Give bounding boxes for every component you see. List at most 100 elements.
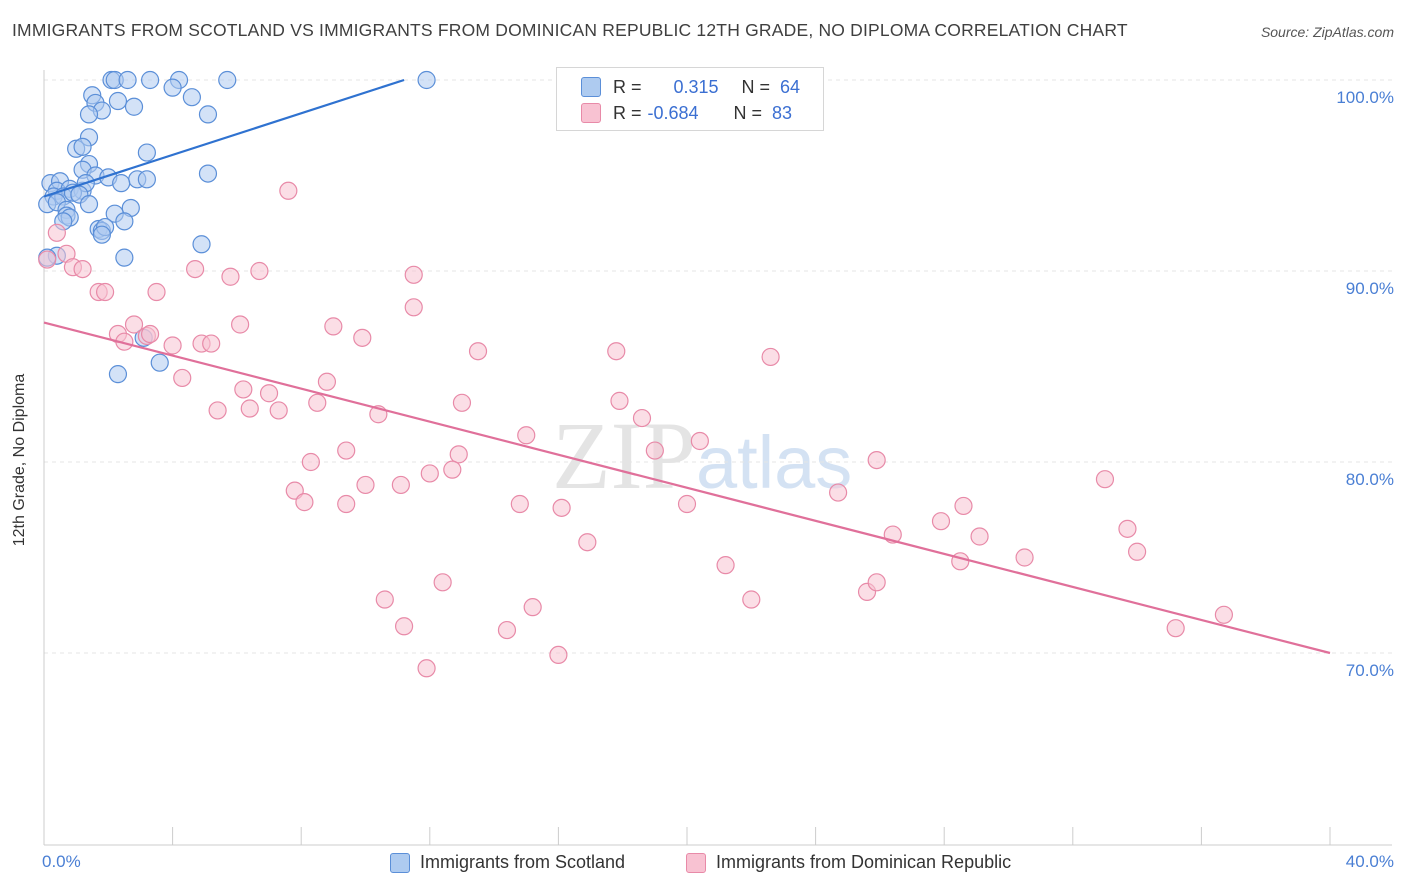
legend-item-dominican[interactable]: Immigrants from Dominican Republic (686, 852, 1011, 873)
scotland-point (417, 70, 436, 90)
dominican-point (375, 590, 394, 609)
dominican-point (645, 441, 664, 460)
dominican-point (404, 298, 423, 317)
dominican-point (607, 342, 626, 361)
watermark-zip: ZIP (552, 402, 696, 509)
y-tick-label-70: 70.0% (1345, 661, 1394, 680)
dominican-point (124, 315, 144, 334)
dominican-point (433, 573, 452, 592)
dominican-point (208, 401, 227, 420)
dominican-point (337, 494, 356, 514)
dominican-point (1166, 619, 1185, 638)
dominican-point (186, 259, 205, 279)
scotland-legend-swatch (390, 852, 410, 873)
dominican-point (829, 483, 848, 502)
dominican-point (468, 342, 488, 361)
scotland-point (192, 235, 211, 254)
scotland-point (118, 70, 137, 90)
dominican-point (353, 328, 372, 347)
scotland-point (150, 353, 169, 372)
scotland-point (137, 170, 156, 189)
scotland-point (163, 78, 182, 97)
scotland-point (198, 105, 218, 124)
dominican-point (404, 265, 423, 284)
scotland-point (112, 174, 131, 193)
y-tick-label-80: 80.0% (1345, 470, 1394, 489)
dominican-point (552, 498, 571, 517)
scotland-point (115, 248, 134, 267)
dominican-point (549, 645, 568, 665)
watermark: ZIPatlas (552, 400, 852, 511)
dominican-point (632, 408, 652, 428)
dominican-point (269, 401, 288, 420)
scotland-trend-line (43, 78, 405, 198)
y-axis-label: 12th Grade, No Diploma (11, 373, 28, 547)
scotland-point (198, 164, 218, 183)
scotland-point (124, 97, 144, 116)
dominican-point (356, 475, 375, 495)
dominican-point (690, 431, 709, 451)
dominican-point (73, 259, 92, 279)
scotland-legend-label: Immigrants from Scotland (420, 852, 626, 872)
dominican-point (147, 282, 166, 302)
legend-row-scotland: R = 0.315 N = 64 (581, 75, 800, 99)
legend-row-dominican: R = -0.684 N = 83 (581, 101, 792, 125)
dominican-point (259, 384, 279, 403)
x-tick-label-min: 0.0% (42, 852, 81, 871)
dominican-point (742, 590, 761, 609)
dominican-point (931, 512, 951, 531)
dominican-point (1127, 542, 1147, 561)
legend-item-scotland[interactable]: Immigrants from Scotland (390, 852, 625, 873)
dominican-legend-label: Immigrants from Dominican Republic (716, 852, 1012, 872)
dominican-r-label: R = (613, 102, 642, 123)
y-tick-label-100: 100.0% (1336, 88, 1394, 107)
dominican-point (301, 452, 320, 472)
dominican-point (954, 496, 973, 516)
dominican-point (234, 380, 253, 399)
scotland-point (79, 105, 99, 124)
scotland-n-label: N = (741, 76, 771, 97)
y-tick-label-90: 90.0% (1345, 279, 1394, 298)
scotland-point (73, 137, 92, 156)
dominican-point (38, 250, 57, 269)
scotland-point (218, 70, 237, 90)
dominican-point (867, 573, 886, 592)
dominican-legend-swatch (686, 852, 706, 873)
dominican-point (324, 317, 343, 336)
dominican-point (523, 598, 542, 617)
dominican-point (47, 223, 66, 242)
scotland-point (137, 143, 156, 162)
dominican-n-value: 83 (772, 102, 793, 123)
chart-title: IMMIGRANTS FROM SCOTLAND VS IMMIGRANTS F… (12, 20, 1128, 40)
dominican-point (295, 493, 314, 512)
dominican-swatch (581, 103, 601, 123)
dominican-point (420, 464, 439, 483)
scotland-r-value: 0.315 (673, 76, 719, 97)
dominican-point (173, 368, 192, 388)
dominican-r-value: -0.684 (647, 102, 699, 123)
dominican-point (610, 391, 629, 410)
dominican-point (140, 324, 160, 344)
dominican-point (317, 372, 337, 391)
dominican-point (417, 659, 436, 678)
scotland-point (182, 88, 201, 107)
scotland-point (79, 195, 99, 214)
correlation-legend: R = 0.315 N = 64 R = -0.684 N = 83 (556, 67, 824, 131)
dominican-point (510, 494, 529, 514)
dominican-point (1214, 605, 1234, 624)
x-tick-label-max: 40.0% (1345, 852, 1394, 871)
dominican-point (391, 475, 410, 495)
dominican-point (867, 450, 886, 470)
scotland-point (115, 212, 134, 231)
dominican-point (761, 347, 780, 367)
dominican-point (240, 399, 259, 418)
scotland-point (140, 70, 160, 90)
scotland-point (108, 365, 128, 384)
dominican-point (202, 334, 221, 353)
dominican-point (394, 617, 414, 636)
dominican-point (1015, 548, 1034, 567)
dominican-point (677, 494, 697, 514)
dominican-point (452, 393, 472, 412)
dominican-point (716, 556, 735, 575)
